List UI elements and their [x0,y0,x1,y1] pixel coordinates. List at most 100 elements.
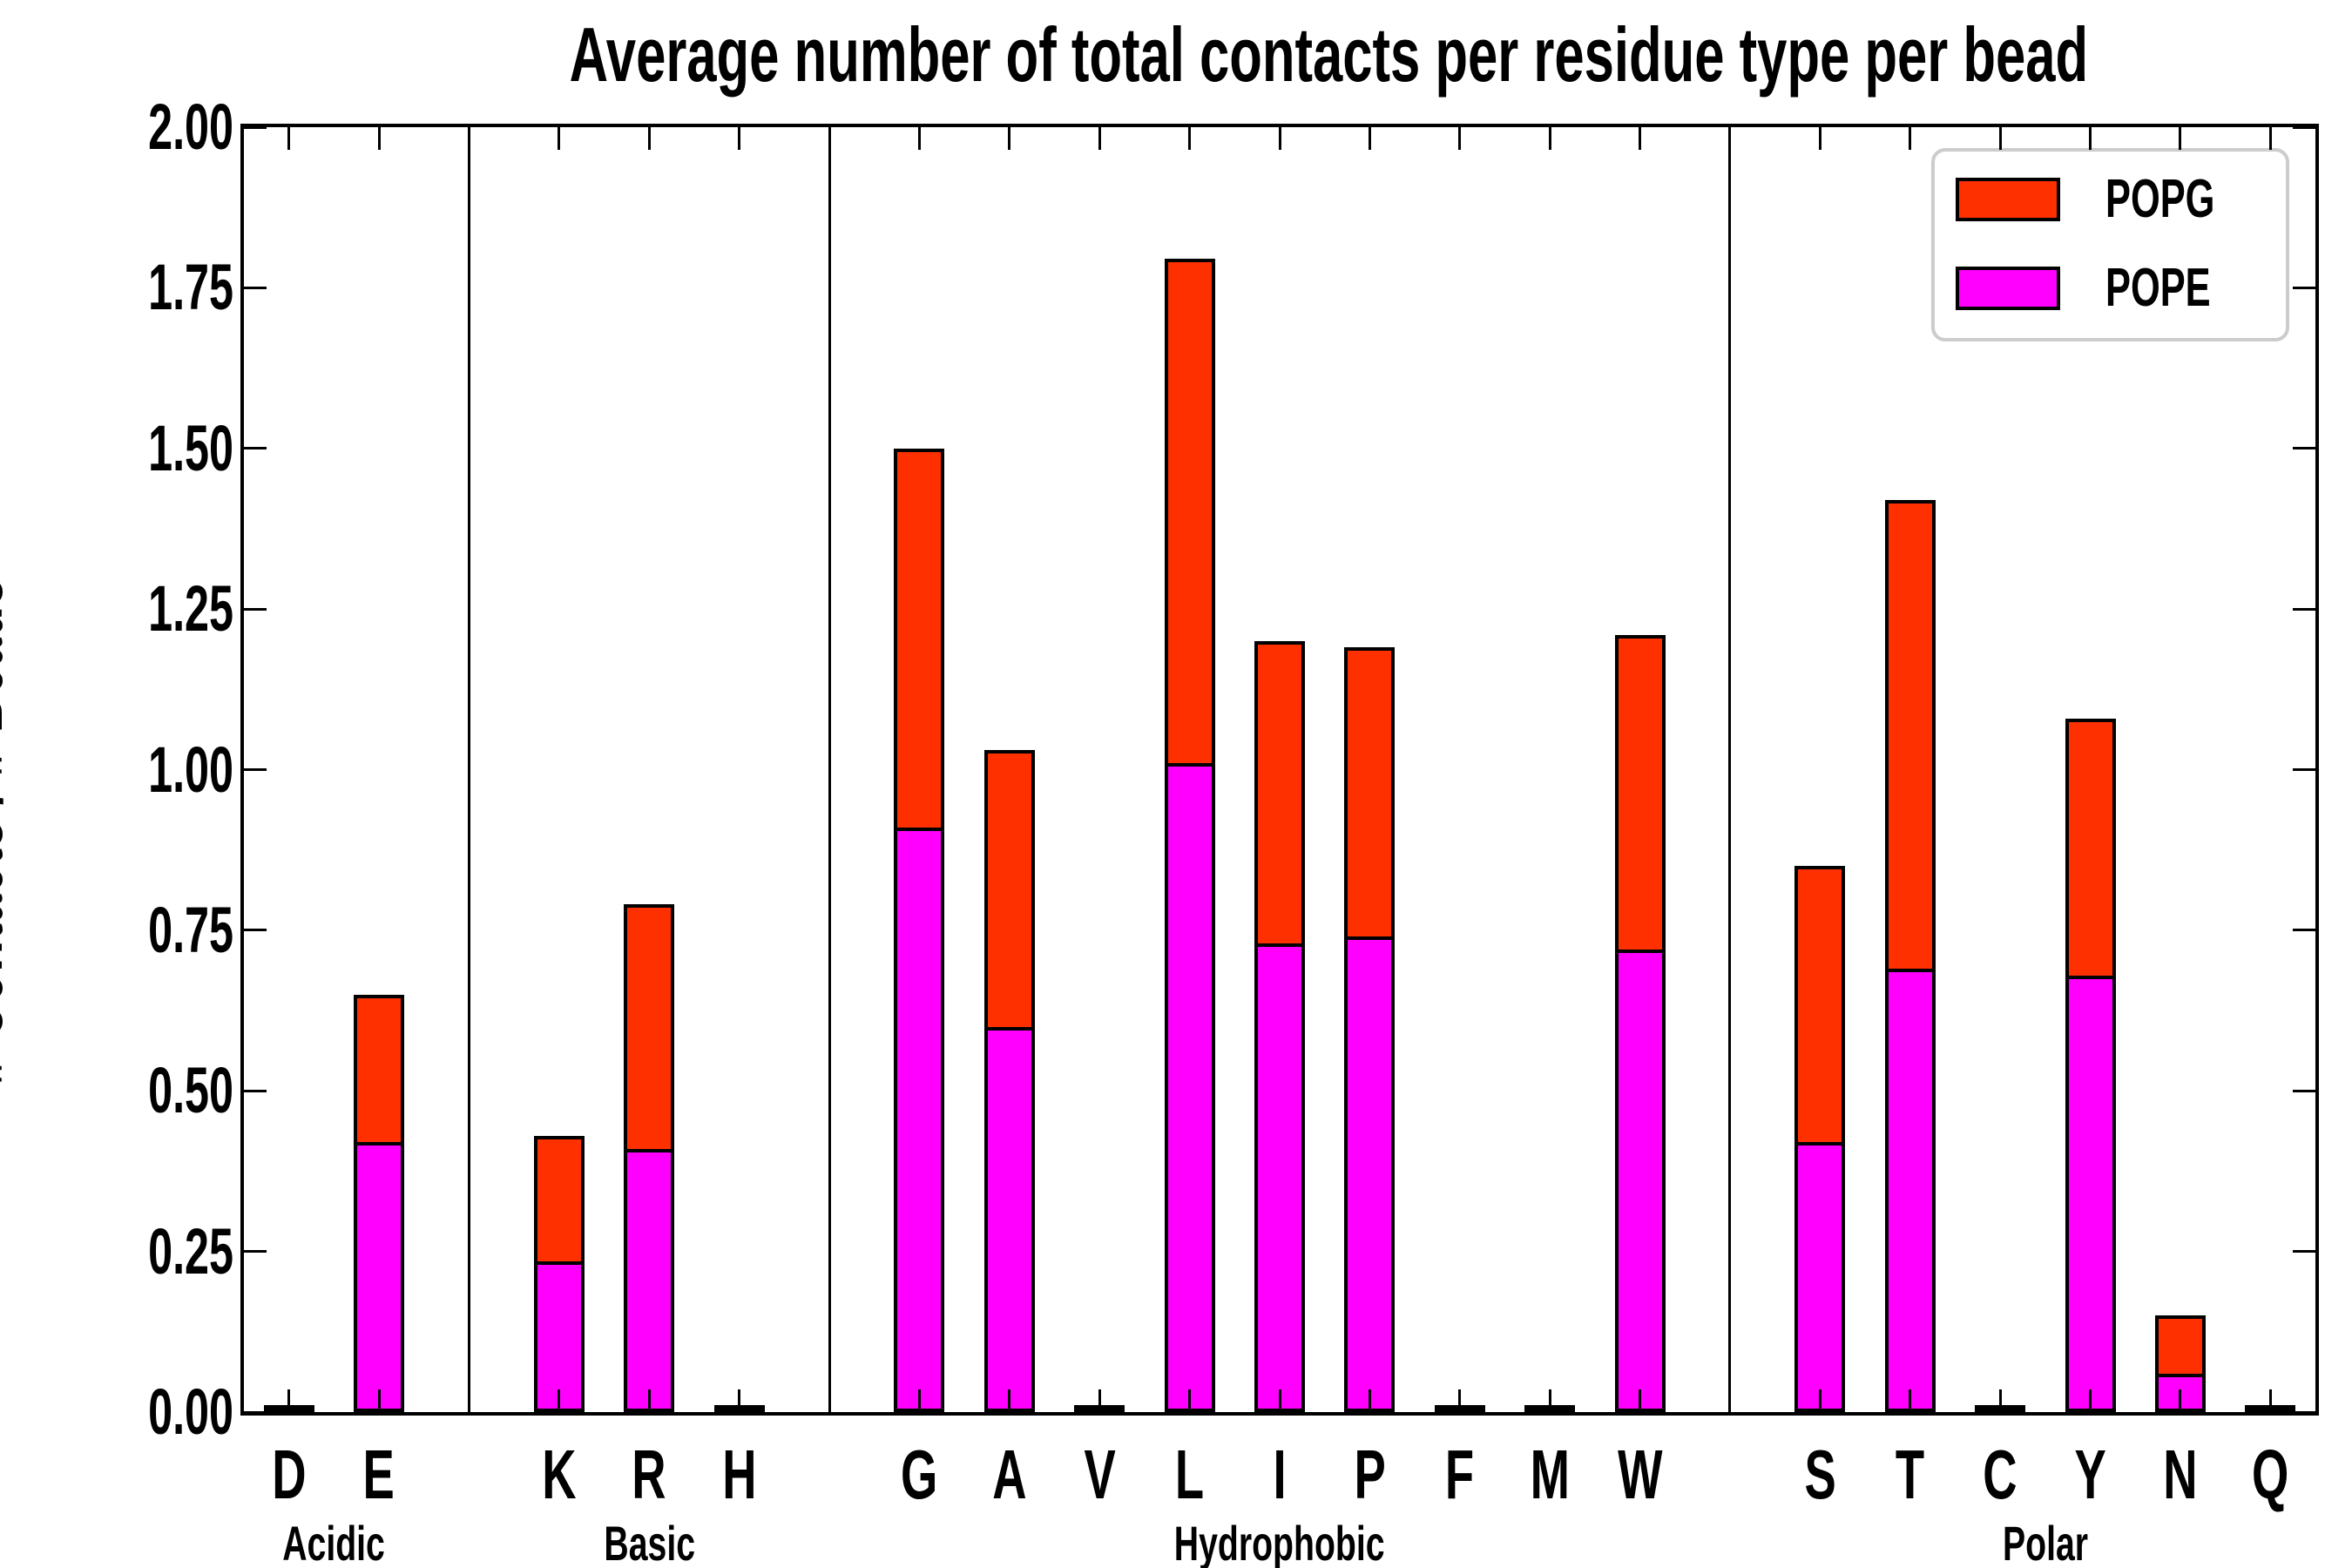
y-tick-left [244,768,267,771]
x-tick-bottom [377,1389,381,1412]
y-tick-right [2293,768,2315,771]
x-tick-bottom [647,1389,651,1412]
x-tick-letter: H [721,1436,757,1513]
x-tick-label-Q: Q [2209,1436,2331,1514]
x-tick-top [1368,127,1371,150]
x-tick-top [1278,127,1281,150]
x-tick-label-T: T [1849,1436,1971,1514]
bar-pope-S [1794,1142,1846,1412]
y-axis-label-text: # Contacts / # Beads [0,577,20,1085]
x-tick-letter: R [632,1436,666,1513]
x-tick-bottom [1728,1389,1732,1412]
group-label-text: Basic [603,1516,695,1568]
legend-entry-pope: POPE [1955,261,2261,315]
x-tick-letter: G [901,1436,938,1513]
x-tick-label-G: G [858,1436,980,1514]
bar-pope-L [1164,763,1215,1412]
bar-pope-Y [2065,975,2116,1412]
group-separator [467,127,470,1412]
bar-pope-E [354,1142,405,1412]
x-tick-bottom [738,1389,741,1412]
y-tick-right [2293,1089,2315,1092]
y-tick-left [244,607,267,611]
bar-popg-L [1164,259,1215,767]
bar-pope-A [983,1026,1035,1412]
x-tick-bottom [1548,1389,1551,1412]
x-tick-top [1728,127,1732,150]
x-tick-letter: Q [2252,1436,2289,1513]
x-tick-top [917,127,921,150]
x-tick-letter: V [1084,1436,1116,1513]
x-tick-label-Y: Y [2030,1436,2152,1514]
x-tick-bottom [1098,1389,1101,1412]
group-separator [828,127,831,1412]
x-tick-label-S: S [1759,1436,1881,1514]
legend: POPG POPE [1930,148,2289,341]
y-tick-label-text: 0.00 [148,1375,233,1448]
x-tick-top [2268,127,2272,150]
y-tick-label-text: 1.00 [148,733,233,806]
y-tick-label: 0.25 [42,1216,233,1287]
x-tick-letter: Y [2074,1436,2106,1513]
x-tick-bottom [917,1389,921,1412]
chart-title: Average number of total contacts per res… [244,7,2315,103]
x-tick-label-M: M [1489,1436,1611,1514]
y-tick-label: 1.00 [42,733,233,806]
x-tick-letter: L [1174,1436,1205,1513]
bar-popg-S [1794,866,1846,1146]
x-tick-label-K: K [498,1436,620,1514]
x-tick-bottom [558,1389,561,1412]
x-tick-letter: E [362,1436,395,1513]
x-tick-letter: T [1896,1436,1925,1513]
x-tick-label-C: C [1939,1436,2061,1514]
x-tick-bottom [2268,1389,2272,1412]
x-tick-top [1548,127,1551,150]
y-tick-label-text: 1.50 [148,411,233,484]
bar-popg-E [354,994,405,1146]
bar-popg-R [624,904,675,1152]
x-tick-top [2179,127,2182,150]
x-tick-bottom [1368,1389,1371,1412]
x-tick-label-W: W [1579,1436,1701,1514]
y-tick-label: 1.25 [42,574,233,644]
y-tick-label: 0.50 [42,1056,233,1125]
x-tick-bottom [1008,1389,1011,1412]
bar-popg-P [1344,647,1396,941]
x-tick-top [1639,127,1642,150]
y-tick-right [2293,1410,2315,1414]
bar-popg-K [533,1135,585,1265]
x-tick-top [287,127,291,150]
x-tick-bottom [1278,1389,1281,1412]
x-tick-letter: D [272,1436,307,1513]
group-label-text: Polar [2002,1516,2088,1568]
x-tick-letter: N [2163,1436,2198,1513]
x-tick-top [828,127,831,150]
x-tick-bottom [1188,1389,1192,1412]
bar-pope-G [894,827,945,1412]
x-tick-label-P: P [1308,1436,1430,1514]
x-tick-label-A: A [949,1436,1071,1514]
x-tick-label-E: E [318,1436,440,1514]
x-tick-label-R: R [588,1436,710,1514]
x-tick-letter: W [1617,1436,1663,1513]
x-tick-top [1998,127,2002,150]
y-tick-label-text: 2.00 [148,91,233,163]
bar-popg-N [2154,1315,2206,1377]
x-tick-letter: F [1445,1436,1475,1513]
bar-pope-K [533,1260,585,1412]
y-tick-left [244,1250,267,1254]
x-tick-label-I: I [1219,1436,1341,1514]
x-tick-letter: P [1354,1436,1386,1513]
bar-pope-W [1614,950,1666,1412]
x-tick-label-N: N [2119,1436,2241,1514]
y-tick-right [2293,286,2315,289]
x-tick-letter: S [1804,1436,1836,1513]
x-tick-letter: M [1530,1436,1570,1513]
bar-pope-I [1254,943,1305,1412]
y-tick-left [244,447,267,450]
legend-swatch-popg [1955,178,2060,221]
group-label-acidic: Acidic [64,1516,604,1568]
y-tick-label: 2.00 [42,92,233,162]
bar-popg-W [1614,634,1666,953]
